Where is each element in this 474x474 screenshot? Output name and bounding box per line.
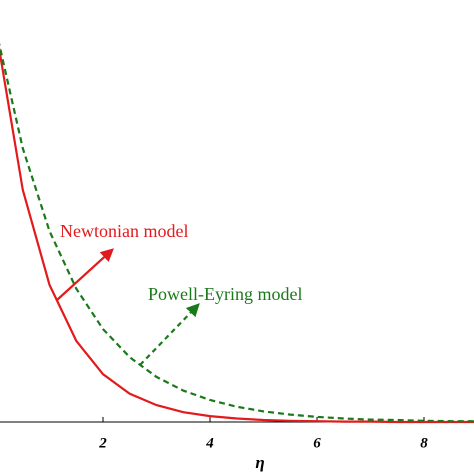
x-tick-label: 6 [313,435,321,451]
annotation-arrow [56,248,114,301]
series-line [0,47,474,424]
annotation-label: Newtonian model [60,221,188,241]
x-axis-label: η [255,453,264,472]
x-tick-label: 2 [98,435,107,451]
annotation-arrow [139,303,200,366]
annotation-label: Powell-Eyring model [148,284,302,304]
x-tick-label: 8 [420,435,428,451]
x-tick-label: 4 [205,435,214,451]
series-line [0,42,474,423]
